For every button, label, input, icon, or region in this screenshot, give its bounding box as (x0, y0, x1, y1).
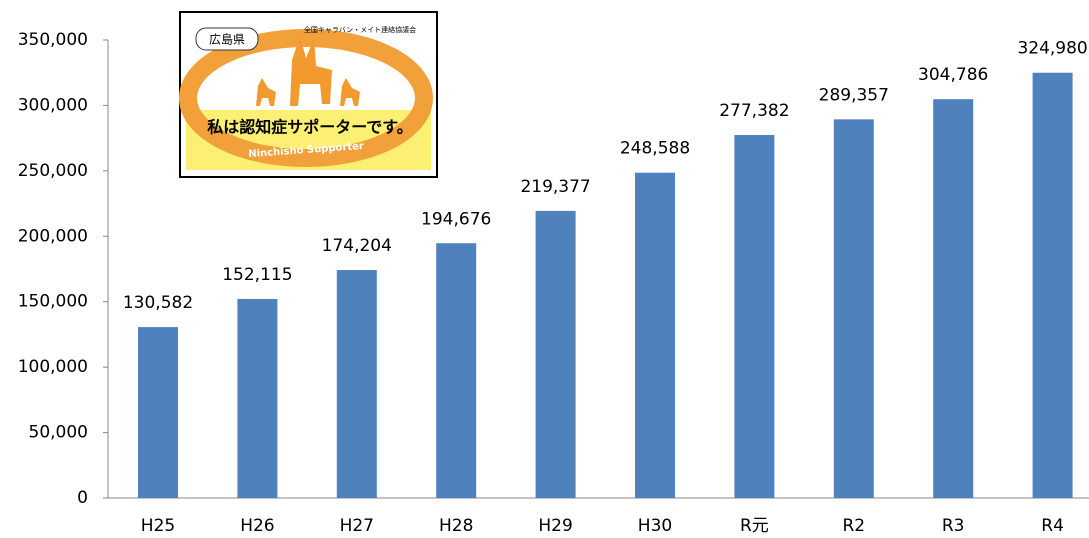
x-tick-label: H26 (240, 516, 274, 536)
x-tick-label: H29 (538, 516, 572, 536)
logo-organization: 全国キャラバン・メイト連絡協議会 (304, 25, 416, 34)
bar (138, 327, 178, 498)
x-tick-label: R4 (1041, 516, 1064, 536)
bar (933, 99, 974, 499)
value-label: 174,204 (322, 236, 392, 256)
value-label: 289,357 (819, 85, 889, 105)
bar (734, 135, 775, 499)
y-tick-label: 200,000 (18, 226, 88, 246)
x-tick-label: H25 (141, 516, 175, 536)
x-tick-label: H28 (439, 516, 473, 536)
y-tick-label: 300,000 (18, 95, 88, 115)
x-tick-label: H30 (638, 516, 672, 536)
value-label: 219,377 (520, 177, 590, 197)
y-tick-label: 50,000 (29, 423, 88, 443)
logo-donkey (290, 36, 332, 106)
logo-foal (340, 78, 360, 106)
y-tick-label: 250,000 (18, 161, 88, 181)
value-label: 194,676 (421, 209, 491, 229)
logo-prefecture: 広島県 (209, 32, 245, 47)
value-label: 324,980 (1017, 39, 1087, 59)
value-label: 152,115 (222, 265, 292, 285)
logo: 広島県 全国キャラバン・メイト連絡協議会 私は認知症サポーターです。 Ninch… (179, 11, 438, 178)
bar (237, 298, 278, 498)
bar (336, 270, 377, 498)
value-label: 248,588 (620, 139, 690, 159)
x-tick-label: R元 (740, 516, 769, 536)
y-tick-label: 150,000 (18, 292, 88, 312)
bar (436, 243, 477, 498)
logo-ring (179, 29, 433, 167)
y-tick-label: 350,000 (18, 30, 88, 50)
bar (833, 119, 874, 498)
value-label: 130,582 (123, 293, 193, 313)
y-tick-label: 100,000 (18, 357, 88, 377)
bar (1032, 72, 1073, 499)
logo-slogan: 私は認知症サポーターです。 (207, 118, 412, 137)
x-tick-label: H27 (340, 516, 374, 536)
logo-foal (256, 78, 276, 106)
value-label: 304,786 (918, 65, 988, 85)
value-label: 277,382 (719, 101, 789, 121)
logo-badge (195, 27, 259, 51)
x-tick-label: R3 (942, 516, 965, 536)
x-tick-label: R2 (842, 516, 865, 536)
y-tick-label: 0 (77, 488, 88, 508)
bar (535, 210, 576, 499)
bar (635, 172, 675, 499)
